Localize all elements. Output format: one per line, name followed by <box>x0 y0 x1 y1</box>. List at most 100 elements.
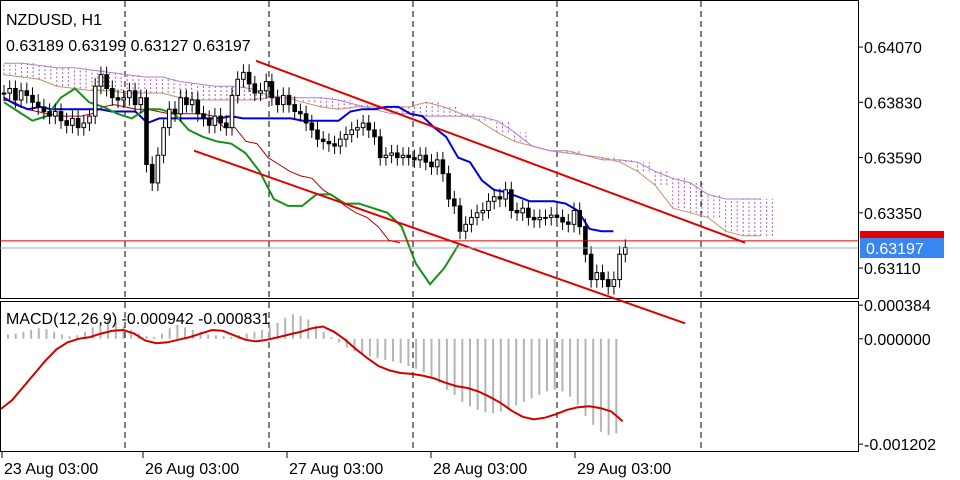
senkou-span-b <box>4 62 761 200</box>
candle-body <box>457 205 463 232</box>
candle-body <box>617 253 622 281</box>
candle-body <box>611 279 617 287</box>
channel-upper-line[interactable] <box>255 59 746 244</box>
candle-body <box>338 138 343 147</box>
candle-body <box>229 94 235 129</box>
candle-body <box>349 129 354 136</box>
candle-body <box>218 115 223 124</box>
candle-body <box>452 198 457 207</box>
candle-body <box>47 111 52 117</box>
candle-body <box>326 140 332 145</box>
candle-body <box>98 74 104 87</box>
trend-channel[interactable] <box>0 59 858 325</box>
candle-body <box>486 200 491 212</box>
time-tick-label: 27 Aug 03:00 <box>289 461 383 478</box>
candle-body <box>172 108 178 115</box>
candle-body <box>18 90 24 101</box>
candle-body <box>537 216 543 221</box>
candle-body <box>58 111 64 122</box>
candle-body <box>64 120 70 126</box>
candle-body <box>423 154 429 163</box>
current-price-tag[interactable] <box>860 238 944 259</box>
candle-body <box>189 99 195 106</box>
candle-body <box>389 152 394 156</box>
candle-body <box>7 87 12 94</box>
candle-body <box>343 134 349 140</box>
candle-body <box>206 117 212 126</box>
candle-body <box>509 189 514 212</box>
candle-body <box>81 122 87 129</box>
chikou-span-line <box>3 87 460 286</box>
candle-body <box>474 212 480 218</box>
candle-body <box>303 113 309 124</box>
candle-body <box>417 154 423 161</box>
candle-body <box>110 87 115 99</box>
candle-body <box>566 221 571 225</box>
candle-body <box>600 272 605 281</box>
price-tick-label: 0.63350 <box>864 206 922 223</box>
candle-body <box>332 143 337 147</box>
candle-body <box>548 214 554 218</box>
price-tick-label: 0.64070 <box>864 40 922 57</box>
candle-body <box>531 216 537 221</box>
candle-body <box>577 210 583 228</box>
candle-body <box>554 214 560 218</box>
macd-signal-line <box>0 325 624 422</box>
macd-panel-frame <box>0 301 859 452</box>
candle-body <box>440 159 446 175</box>
candle-body <box>127 90 132 99</box>
candle-body <box>503 189 508 200</box>
time-axis[interactable]: 23 Aug 03:00 26 Aug 03:00 27 Aug 03:00 28 A… <box>1 452 671 478</box>
candle-body <box>75 117 81 129</box>
candle-body <box>121 97 127 101</box>
candle-body <box>155 154 161 184</box>
candle-body <box>30 94 35 103</box>
candle-body <box>298 111 303 115</box>
channel-lower-line[interactable] <box>193 149 686 325</box>
time-tick-label: 29 Aug 03:00 <box>577 461 671 478</box>
candle-body <box>184 97 189 106</box>
kijun-sen-line <box>3 99 401 244</box>
candle-body <box>480 210 486 214</box>
current-price-label: 0.63197 <box>866 241 924 258</box>
candle-body <box>605 279 611 287</box>
candle-body <box>24 90 30 96</box>
candle-body <box>269 81 275 99</box>
candles <box>1 64 628 295</box>
candle-body <box>594 272 600 281</box>
candle-body <box>87 115 92 124</box>
candle-body <box>309 122 315 131</box>
candle-body <box>144 97 149 165</box>
candle-body <box>115 97 121 101</box>
ohlc-readout: 0.63189 0.63199 0.63127 0.63197 <box>6 38 251 55</box>
main-panel-frame <box>0 0 859 299</box>
price-tick-label: 0.63110 <box>864 261 921 278</box>
candle-body <box>526 207 531 218</box>
price-axis[interactable]: 0.64070 0.63830 0.63590 0.63350 0.63110 0.631… <box>858 40 944 454</box>
candle-body <box>13 87 18 101</box>
candle-body <box>53 111 58 117</box>
candle-body <box>588 253 594 281</box>
day-separator-lines <box>124 1 702 451</box>
candle-body <box>252 83 258 94</box>
candle-body <box>377 136 383 159</box>
candle-body <box>395 152 400 159</box>
candle-body <box>372 129 377 138</box>
candle-body <box>178 97 183 115</box>
candle-body <box>383 154 389 159</box>
candle-body <box>469 216 474 225</box>
time-tick-label: 26 Aug 03:00 <box>145 461 239 478</box>
candle-body <box>315 129 320 140</box>
candle-body <box>104 74 109 89</box>
candle-body <box>167 108 172 129</box>
candle-body <box>491 196 497 202</box>
candle-body <box>497 196 503 200</box>
candle-body <box>281 94 286 106</box>
candle-body <box>434 159 440 168</box>
candle-body <box>429 161 434 168</box>
macd-label: MACD(12,26,9) -0.000942 -0.000831 <box>6 311 270 328</box>
symbol-title: NZDUSD, H1 <box>6 12 102 29</box>
candle-body <box>263 81 269 92</box>
candle-body <box>241 71 246 80</box>
